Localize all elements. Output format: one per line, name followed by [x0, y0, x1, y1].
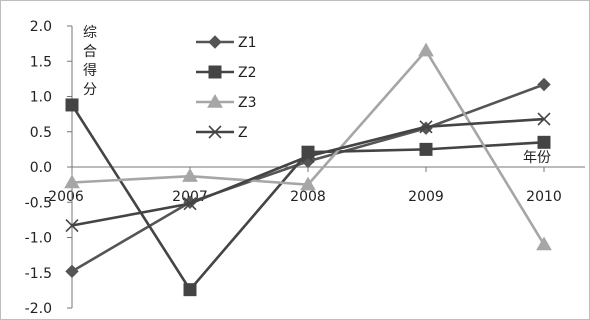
legend-item: Z3: [196, 93, 257, 111]
x-tick-label: 2006: [48, 189, 84, 205]
data-point: [301, 149, 315, 163]
y-tick-label: 1.5: [30, 54, 52, 70]
y-axis-label-char: 综: [83, 25, 97, 41]
data-point: [183, 283, 197, 297]
y-axis-ticks: 2.0 1.5 1.0 0.5 0.0 -0.5 -1.0 -1.5 -2.0: [25, 19, 72, 317]
data-point: [537, 112, 551, 126]
data-point: [418, 42, 434, 57]
data-point: [183, 197, 197, 211]
data-point: [65, 98, 79, 112]
legend-label: Z2: [238, 65, 257, 81]
data-point: [536, 236, 552, 251]
legend-item: Z1: [196, 35, 257, 51]
y-tick-label: -1.5: [25, 266, 52, 282]
legend-marker: [208, 65, 222, 79]
y-tick-label: 1.0: [30, 90, 52, 106]
legend-label: Z3: [238, 95, 257, 111]
series-layer: [64, 42, 552, 297]
y-axis-label-char: 合: [83, 44, 97, 60]
legend-label: Z: [238, 125, 248, 141]
y-tick-label: -2.0: [25, 301, 52, 317]
data-point: [419, 142, 433, 156]
series-z3: [64, 42, 552, 251]
y-tick-label: 0.5: [30, 125, 52, 141]
legend-item: Z2: [196, 65, 257, 81]
y-tick-label: -0.5: [25, 195, 52, 211]
y-axis-label-char: 分: [83, 82, 97, 98]
legend-marker: [208, 125, 222, 139]
legend-marker: [208, 35, 222, 49]
y-axis-label-char: 得: [83, 62, 97, 79]
data-point: [64, 174, 80, 189]
x-tick-label: 2009: [408, 189, 444, 205]
data-point: [537, 77, 551, 92]
data-point: [65, 264, 79, 279]
y-tick-label: -1.0: [25, 231, 52, 247]
x-tick-label: 2008: [290, 189, 326, 205]
x-axis-label: 年份: [523, 150, 551, 166]
data-point: [537, 135, 551, 149]
legend-marker: [207, 93, 223, 108]
x-tick-label: 2010: [526, 189, 562, 205]
axes: [71, 26, 585, 308]
series-z2: [65, 98, 551, 297]
legend-label: Z1: [238, 35, 257, 51]
data-point: [182, 168, 198, 182]
legend-item: Z: [196, 125, 248, 141]
data-point: [419, 120, 433, 134]
data-point: [65, 218, 79, 233]
y-tick-label: 0.0: [30, 160, 52, 176]
legend: Z1 Z2 Z3 Z: [196, 35, 257, 141]
y-tick-label: 2.0: [30, 19, 52, 35]
series-z: [65, 112, 551, 233]
data-point: [300, 176, 316, 191]
